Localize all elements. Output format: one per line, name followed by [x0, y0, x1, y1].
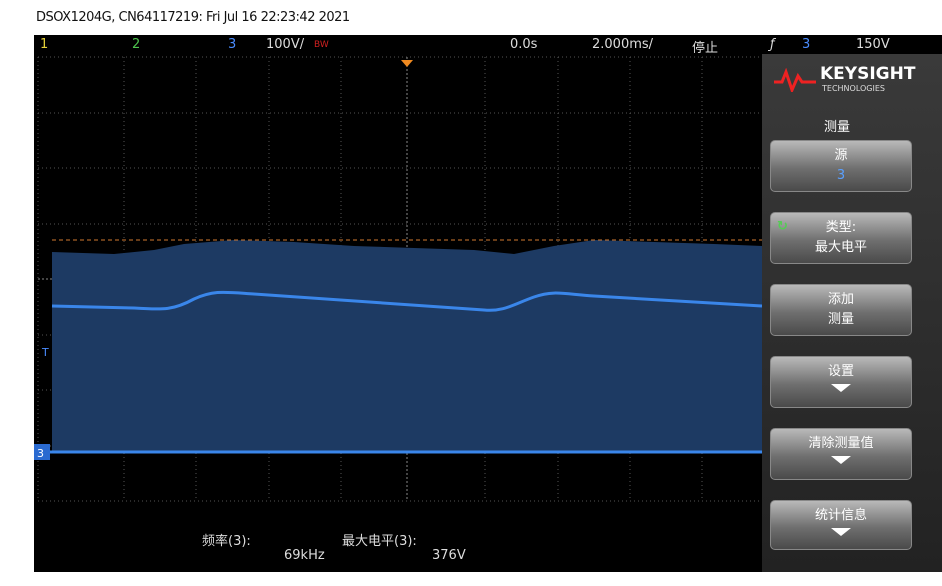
screen: T 3 频率(3): 69kHz 最大电平(3): 376V: [34, 54, 763, 572]
meas-label: 频率(3):: [202, 534, 251, 549]
brand-sub: TECHNOLOGIES: [822, 84, 885, 93]
trigger-level: 150V: [856, 37, 890, 52]
status-bar: [34, 35, 942, 54]
header-title: DSOX1204G, CN64117219: Fri Jul 16 22:23:…: [36, 10, 350, 25]
key-label: 清除测量值: [808, 436, 874, 451]
down-arrow: [831, 384, 851, 392]
meas-value: 69kHz: [284, 548, 325, 563]
down-arrow: [831, 528, 851, 536]
key-value: 最大电平: [814, 240, 867, 255]
delay: 0.0s: [510, 37, 538, 52]
scale: 100V/: [266, 37, 305, 52]
trace: [51, 290, 763, 312]
trigger-position: [401, 60, 413, 67]
channel-marker: 3: [37, 447, 44, 460]
trigger-icon: ƒ: [770, 37, 775, 52]
rotate-icon: ↻: [777, 219, 788, 234]
key-label: 设置: [827, 364, 854, 379]
logo: [774, 68, 816, 92]
meas-label: 最大电平(3):: [342, 534, 417, 549]
bandwidth: BW: [314, 40, 329, 50]
key-label: 源: [834, 148, 848, 163]
key-label: 类型:: [825, 220, 857, 235]
ch1[interactable]: 1: [40, 37, 49, 52]
key-label: 统计信息: [814, 508, 867, 523]
channel-marker-box: [34, 444, 50, 460]
run-state: 停止: [692, 41, 719, 56]
noise-band: [52, 240, 762, 452]
softkey[interactable]: 统计信息: [770, 500, 912, 550]
brand: KEYSIGHT: [820, 64, 916, 84]
meas-value: 376V: [432, 548, 466, 563]
menu-title: 测量: [824, 120, 851, 135]
down-arrow: [831, 456, 851, 464]
trigger-marker: T: [41, 346, 49, 359]
key-value: 3: [836, 168, 846, 183]
softkey[interactable]: 设置: [770, 356, 912, 408]
softkey[interactable]: 类型: 最大电平 ↻: [770, 212, 912, 264]
softkey[interactable]: 清除测量值: [770, 428, 912, 480]
trigger-source: 3: [802, 37, 811, 52]
ch2[interactable]: 2: [132, 37, 141, 52]
ch3[interactable]: 3: [228, 37, 237, 52]
waveform-display: T 3: [34, 56, 763, 502]
softkey[interactable]: 添加 测量: [770, 284, 912, 336]
timebase: 2.000ms/: [592, 37, 654, 52]
key-value: 测量: [827, 312, 854, 327]
key-label: 添加: [827, 292, 854, 307]
